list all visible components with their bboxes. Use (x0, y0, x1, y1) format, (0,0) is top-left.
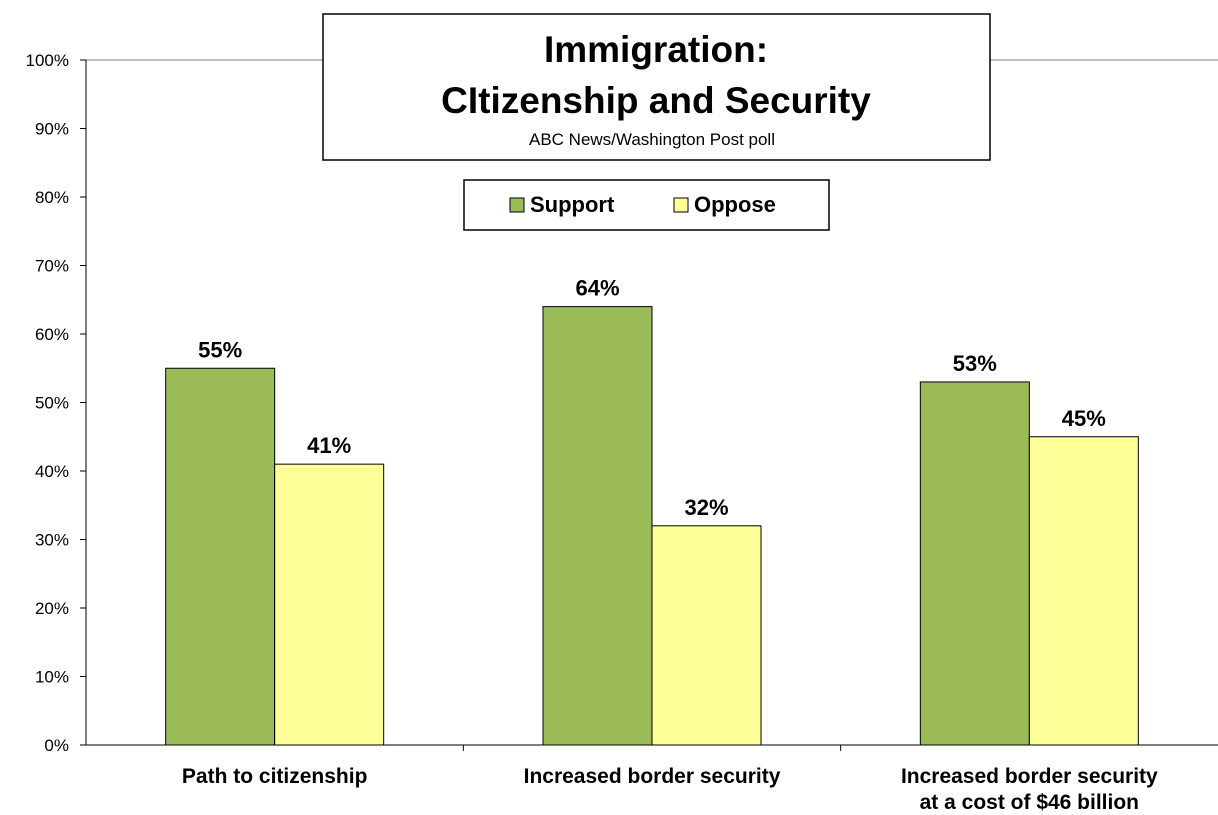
y-tick-label: 60% (35, 325, 69, 344)
chart-subtitle: ABC News/Washington Post poll (529, 130, 775, 149)
category-label: Increased border security (901, 765, 1158, 788)
y-tick-label: 10% (35, 668, 69, 687)
legend: Support Oppose (463, 179, 830, 231)
data-label-oppose-3: 45% (1062, 406, 1106, 431)
bar-oppose-3 (1028, 436, 1139, 746)
bar-oppose-2 (651, 525, 762, 746)
title-box-frame (322, 13, 991, 161)
category-label: at a cost of $46 billion (920, 791, 1139, 814)
data-label-support-1: 55% (198, 337, 242, 362)
y-tick-label: 70% (35, 257, 69, 276)
chart-title-line2: CItizenship and Security (441, 80, 871, 121)
category-label: Path to citizenship (182, 765, 368, 788)
y-tick-label: 40% (35, 462, 69, 481)
data-label-oppose-2: 32% (684, 495, 728, 520)
data-label-support-3: 53% (953, 351, 997, 376)
legend-swatch-support (509, 197, 525, 213)
legend-label-oppose: Oppose (694, 192, 776, 217)
bar-oppose-1 (274, 463, 385, 746)
axes-group: 0% 10% 20% 30% 40% 50% 60% 70% 80% 90% 100% (26, 51, 1218, 755)
bar-support-3 (919, 381, 1030, 746)
y-tick-label: 90% (35, 120, 69, 139)
legend-label-support: Support (530, 192, 615, 217)
data-label-oppose-1: 41% (307, 433, 351, 458)
chart-title: Immigration: (544, 29, 768, 70)
data-label-support-2: 64% (575, 276, 619, 301)
labels-group: 55% 41% Path to citizenship 64% 32% Increased… (182, 276, 1158, 814)
bars-group (165, 306, 1139, 746)
y-tick-label: 80% (35, 188, 69, 207)
bar-support-1 (165, 367, 276, 746)
bar-support-2 (542, 306, 653, 746)
legend-swatch-oppose (673, 197, 689, 213)
y-tick-label: 100% (26, 51, 69, 70)
y-tick-label: 0% (44, 736, 69, 755)
chart-title-box: Immigration: CItizenship and Security AB… (322, 13, 991, 161)
legend-frame (463, 179, 830, 231)
y-tick-label: 20% (35, 599, 69, 618)
y-tick-label: 30% (35, 531, 69, 550)
y-tick-label: 50% (35, 394, 69, 413)
category-label: Increased border security (524, 765, 781, 788)
